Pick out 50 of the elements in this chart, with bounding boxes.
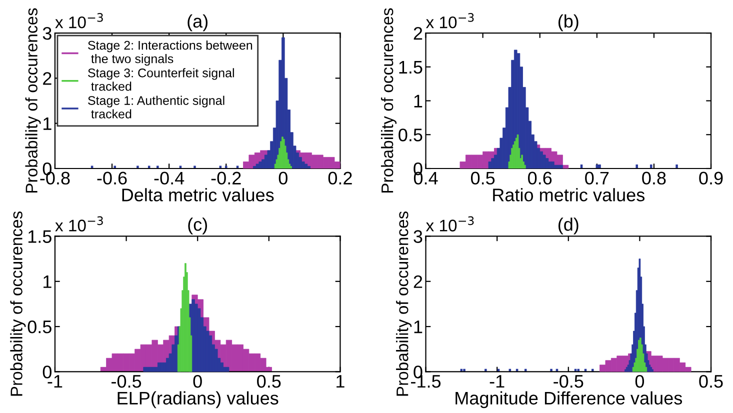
- legend-label: Stage 1: Authentic signal tracked: [88, 96, 224, 118]
- chart-title: (b): [558, 14, 578, 32]
- y-tick-label: 3: [414, 230, 422, 243]
- x-tick-label: 0.5: [470, 172, 495, 185]
- x-tick-label: 0.9: [699, 172, 723, 185]
- x-axis-title: Magnitude Difference values: [456, 391, 682, 408]
- y-tick-label: 2: [414, 26, 422, 40]
- x-tick-label: 0.5: [699, 374, 723, 388]
- y-tick-label: 1: [44, 117, 52, 130]
- x-axis-title: Delta metric values: [122, 188, 274, 202]
- x-tick-label: -0.5: [554, 374, 584, 388]
- y-tick-label: 1: [44, 276, 52, 288]
- y-tick-label: 1: [414, 94, 422, 108]
- x-tick-label: 0: [278, 172, 288, 185]
- x-tick-label: 0: [635, 374, 644, 388]
- x-tick-label: -0.2: [211, 172, 241, 185]
- x-axis-title: ELP(radians) values: [118, 391, 278, 408]
- y-tick-label: 0.5: [28, 320, 52, 334]
- y-axis-title: Probability of occurences: [396, 211, 412, 396]
- x-tick-label: 0.7: [585, 172, 609, 185]
- text: x 10$^{−3}$: [426, 216, 474, 232]
- x-tick-label: 1: [336, 375, 344, 388]
- y-tick-label: 1.5: [399, 61, 422, 74]
- y-tick-label: 1.5: [28, 230, 52, 243]
- x-tick-label: 0.8: [642, 172, 666, 185]
- y-tick-label: 2: [414, 275, 422, 288]
- x-tick-label: 0.2: [328, 172, 352, 185]
- chart-title: (c): [188, 218, 207, 234]
- x-axis-title: Ratio metric values: [493, 188, 645, 202]
- text: x 10$^{−3}$: [55, 13, 103, 28]
- chart-title: (d): [558, 218, 578, 234]
- y-tick-label: 2: [43, 72, 52, 85]
- y-tick-label: 3: [42, 26, 52, 40]
- y-axis-title: Probability of occurences: [380, 8, 397, 192]
- x-tick-label: -0.6: [97, 172, 127, 185]
- y-axis-title: Probability of occurences: [10, 211, 26, 396]
- y-tick-label: 1: [414, 320, 422, 334]
- x-tick-label: -0.5: [112, 374, 142, 388]
- x-tick-label: -1: [490, 375, 504, 388]
- text: x 10$^{−3}$: [55, 216, 103, 232]
- text: x 10$^{−3}$: [426, 13, 474, 28]
- x-tick-label: 0.6: [528, 172, 552, 185]
- x-tick-label: 0.5: [257, 374, 281, 388]
- y-tick-label: 0.5: [398, 128, 422, 142]
- y-axis-title: Probability of occurences: [25, 8, 41, 192]
- x-tick-label: -0.4: [154, 172, 184, 185]
- x-tick-label: 0: [193, 374, 202, 388]
- chart-title: (a): [188, 14, 208, 32]
- legend-label: Stage 2: Interactions between the two signals: [88, 40, 252, 66]
- legend-label: Stage 3: Counterfeit signal tracked: [88, 68, 234, 91]
